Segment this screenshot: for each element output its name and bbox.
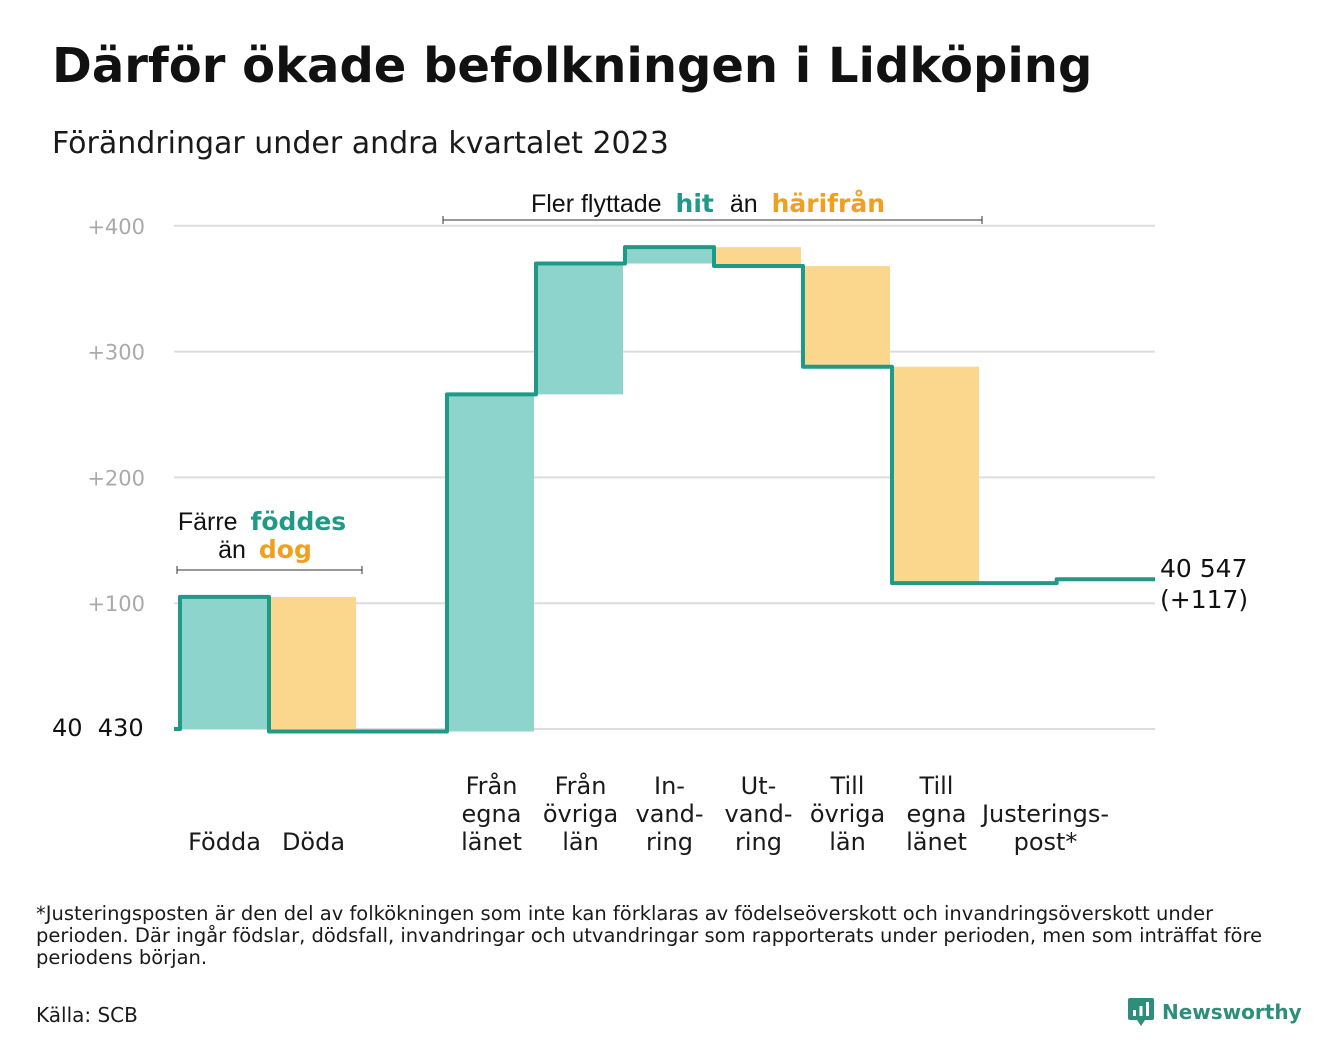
annotation-died-text: dog [259, 535, 312, 564]
svg-text:Fler flyttade hit: Fler flyttade hit än härifrån [531, 189, 885, 218]
y-tick-label: +400 [87, 215, 145, 239]
category-label: post* [1014, 828, 1078, 856]
waterfall-bar [625, 247, 712, 264]
chart-title: Därför ökade befolkningen i Lidköping [52, 38, 1093, 94]
category-label: ring [735, 828, 782, 856]
end-value-label: 40 547 [1160, 554, 1247, 583]
category-label: länet [461, 828, 522, 856]
chart-subtitle: Förändringar under andra kvartalet 2023 [52, 126, 669, 161]
category-label: Från [555, 771, 607, 800]
category-label: In- [654, 772, 685, 800]
brand-logo[interactable]: Newsworthy [1128, 998, 1302, 1026]
category-label: egna [907, 800, 967, 828]
waterfall-bar [714, 247, 801, 267]
annotation-moved-text: Fler flyttade [531, 190, 662, 218]
category-label: egna [462, 800, 522, 828]
category-label: Döda [282, 828, 345, 856]
category-label: övriga [810, 800, 885, 828]
newsworthy-logo-icon [1128, 998, 1154, 1026]
annotation-than-text: än [218, 536, 246, 564]
category-label: övriga [543, 800, 618, 828]
category-label: länet [906, 828, 967, 856]
svg-text:Färre föddes: Färre föddes [178, 507, 346, 536]
category-label: Till [830, 772, 865, 800]
category-label: Från [466, 771, 518, 800]
category-label: vand- [724, 800, 792, 828]
footnote: *Justeringsposten är den del av folkökni… [36, 902, 1263, 969]
y-tick-label: +300 [87, 341, 145, 365]
annotation-from-here-text: härifrån [772, 189, 885, 218]
annotation-than2-text: än [730, 190, 758, 218]
category-label: län [562, 828, 599, 856]
annotation-born-text: föddes [251, 507, 347, 536]
category-label: Ut- [741, 772, 777, 800]
category-label: Justerings- [980, 800, 1109, 828]
source-label: Källa: SCB [36, 1003, 138, 1027]
start-value-label: 40 430 [52, 714, 144, 742]
annotation-fewer-text: Färre [178, 508, 238, 536]
y-tick-label: +200 [87, 466, 145, 490]
category-label: Till [919, 772, 954, 800]
svg-text:än dog: än dog [218, 535, 312, 564]
y-tick-label: +100 [87, 592, 145, 616]
category-label: Födda [188, 828, 261, 856]
waterfall-bar [269, 596, 356, 732]
waterfall-bar [803, 266, 890, 367]
category-label: ring [646, 828, 693, 856]
waterfall-bar [180, 596, 267, 729]
brand-name: Newsworthy [1162, 1000, 1302, 1024]
migration-annotation: Fler flyttade hit än härifrån [442, 189, 983, 224]
category-label: län [829, 828, 866, 856]
end-change-label: (+117) [1160, 585, 1248, 614]
births-deaths-annotation: Färre föddes än dog [176, 507, 363, 574]
category-label: vand- [635, 800, 703, 828]
waterfall-bar [536, 263, 623, 395]
cumulative-line [174, 245, 1155, 734]
waterfall-bar [892, 366, 979, 584]
waterfall-bar [447, 394, 534, 732]
annotation-here-text: hit [676, 189, 714, 218]
